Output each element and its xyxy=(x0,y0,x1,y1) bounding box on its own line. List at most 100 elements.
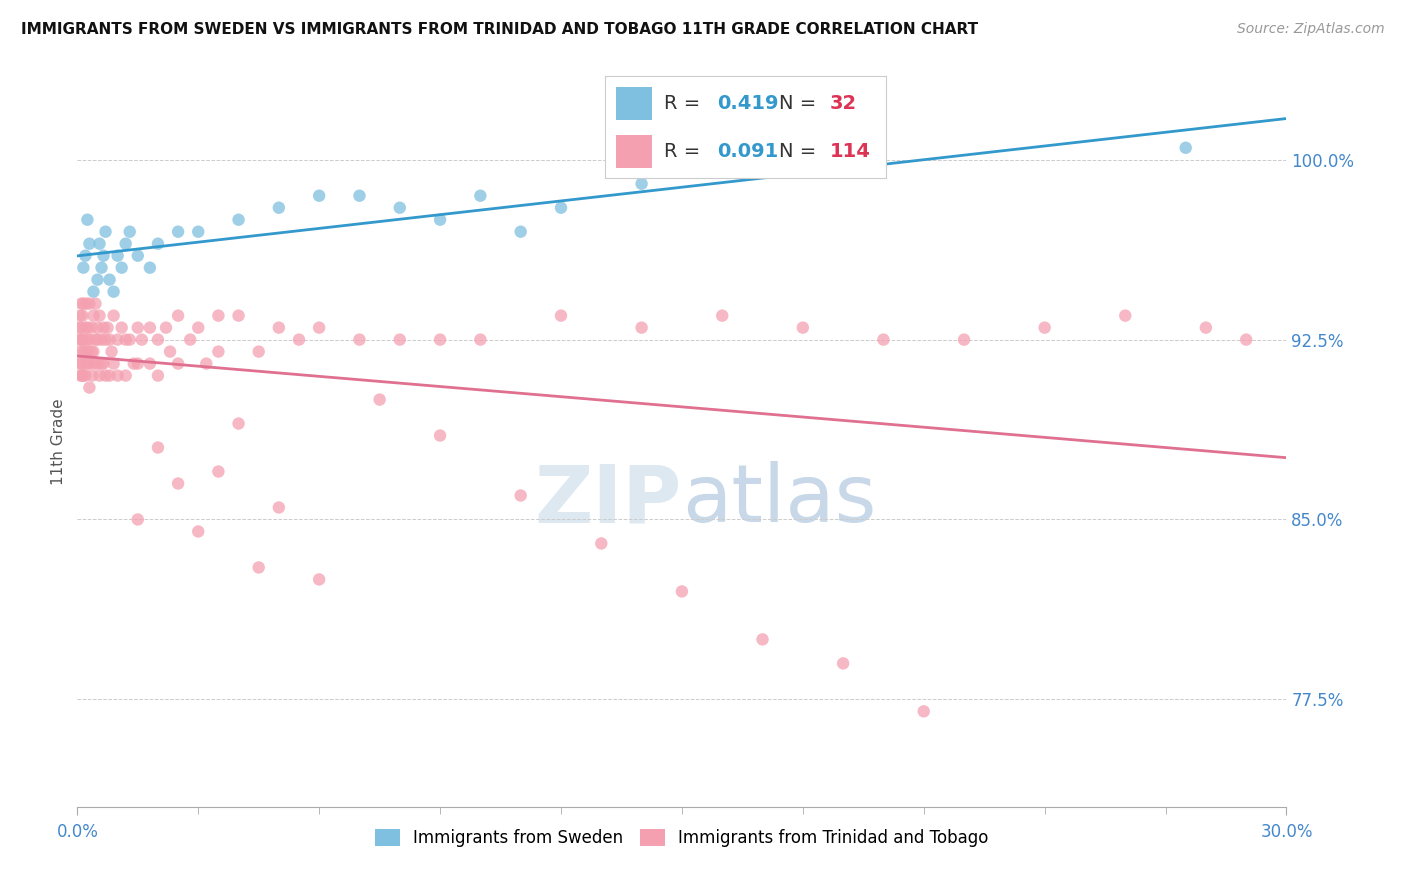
Point xyxy=(90,357,112,371)
Text: 32: 32 xyxy=(830,94,856,113)
Point xyxy=(67,333,90,347)
Point xyxy=(872,333,894,347)
Point xyxy=(187,320,209,334)
Point xyxy=(89,309,111,323)
Point xyxy=(1174,141,1197,155)
Point xyxy=(228,417,250,431)
Text: N =: N = xyxy=(779,142,823,161)
Point xyxy=(953,333,976,347)
Point xyxy=(267,201,290,215)
Point xyxy=(86,333,108,347)
Point xyxy=(70,333,93,347)
Point xyxy=(349,333,371,347)
Point xyxy=(550,201,572,215)
Point xyxy=(267,500,290,515)
Point xyxy=(90,260,112,275)
Point xyxy=(127,320,149,334)
Point xyxy=(70,368,93,383)
Point xyxy=(832,657,855,671)
Point xyxy=(146,333,169,347)
Point xyxy=(1033,320,1056,334)
Point xyxy=(82,368,104,383)
Point xyxy=(155,320,177,334)
Point xyxy=(470,333,492,347)
Point xyxy=(167,476,190,491)
Point xyxy=(207,344,229,359)
Point xyxy=(75,249,97,263)
Point xyxy=(70,296,93,310)
Point xyxy=(69,344,91,359)
Point xyxy=(308,320,330,334)
Point xyxy=(67,320,90,334)
Point xyxy=(127,512,149,526)
Text: IMMIGRANTS FROM SWEDEN VS IMMIGRANTS FROM TRINIDAD AND TOBAGO 11TH GRADE CORRELA: IMMIGRANTS FROM SWEDEN VS IMMIGRANTS FRO… xyxy=(21,22,979,37)
Point xyxy=(1234,333,1257,347)
Point xyxy=(146,368,169,383)
Text: 0.419: 0.419 xyxy=(717,94,779,113)
Point xyxy=(1195,320,1218,334)
Point xyxy=(159,344,181,359)
Point xyxy=(107,333,129,347)
Point xyxy=(82,309,104,323)
Point xyxy=(75,368,97,383)
Point xyxy=(711,309,734,323)
Point xyxy=(429,428,451,442)
Point xyxy=(96,320,118,334)
Point xyxy=(83,357,105,371)
Point xyxy=(187,225,209,239)
Point xyxy=(100,344,122,359)
Y-axis label: 11th Grade: 11th Grade xyxy=(51,398,66,485)
Point xyxy=(751,632,773,647)
Point xyxy=(368,392,391,407)
Point xyxy=(80,320,103,334)
Point xyxy=(94,333,117,347)
Point xyxy=(118,333,141,347)
Point xyxy=(79,357,101,371)
Point xyxy=(308,573,330,587)
Point xyxy=(207,309,229,323)
Point xyxy=(72,260,94,275)
Point xyxy=(86,273,108,287)
Point xyxy=(76,212,98,227)
Point xyxy=(630,177,652,191)
Point xyxy=(167,357,190,371)
Point xyxy=(75,296,97,310)
Point xyxy=(509,225,531,239)
Text: 0.091: 0.091 xyxy=(717,142,779,161)
Point xyxy=(207,465,229,479)
Point xyxy=(114,368,136,383)
Point xyxy=(67,357,90,371)
Point xyxy=(93,249,115,263)
Point xyxy=(94,225,117,239)
Point xyxy=(139,260,162,275)
Point xyxy=(288,333,311,347)
Text: Source: ZipAtlas.com: Source: ZipAtlas.com xyxy=(1237,22,1385,37)
Point xyxy=(195,357,218,371)
Point xyxy=(72,309,94,323)
Point xyxy=(111,320,134,334)
Point xyxy=(93,357,115,371)
Point xyxy=(1114,309,1136,323)
Point xyxy=(228,309,250,323)
Point xyxy=(139,320,162,334)
Point xyxy=(550,309,572,323)
Point xyxy=(107,368,129,383)
Point xyxy=(103,285,125,299)
Point xyxy=(388,333,411,347)
Point xyxy=(72,296,94,310)
Point xyxy=(127,249,149,263)
Point xyxy=(267,320,290,334)
Point xyxy=(70,357,93,371)
Point xyxy=(76,357,98,371)
Text: atlas: atlas xyxy=(682,461,876,539)
Point xyxy=(86,357,108,371)
Point xyxy=(122,357,145,371)
Point xyxy=(98,368,121,383)
Point xyxy=(75,344,97,359)
Point xyxy=(349,188,371,202)
Point xyxy=(114,236,136,251)
Point xyxy=(509,488,531,502)
Point xyxy=(86,320,108,334)
Point xyxy=(82,344,104,359)
Text: R =: R = xyxy=(664,142,706,161)
